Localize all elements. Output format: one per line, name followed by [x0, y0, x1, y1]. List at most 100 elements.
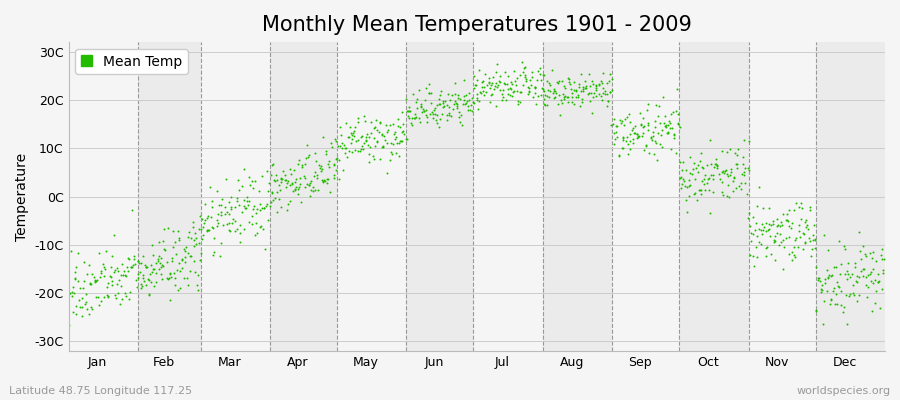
Point — [796, 230, 811, 237]
Point — [100, 284, 114, 290]
Point — [239, 198, 254, 204]
Point — [163, 270, 177, 276]
Point — [817, 276, 832, 283]
Point — [120, 264, 134, 270]
Point — [627, 130, 642, 136]
Point — [249, 206, 264, 212]
Point — [730, 161, 744, 168]
Point — [664, 125, 679, 132]
Point — [442, 110, 456, 116]
Point — [505, 93, 519, 100]
Point — [168, 239, 183, 245]
Point — [528, 101, 543, 107]
Point — [700, 176, 715, 182]
Point — [821, 247, 835, 253]
Point — [457, 92, 472, 99]
Point — [731, 145, 745, 152]
Point — [675, 167, 689, 174]
Point — [258, 245, 273, 252]
Point — [186, 258, 201, 264]
Point — [616, 135, 630, 142]
Point — [866, 249, 880, 255]
Point — [842, 293, 856, 299]
Point — [673, 175, 688, 182]
Point — [67, 289, 81, 296]
Point — [488, 83, 502, 89]
Point — [580, 85, 594, 91]
Point — [599, 90, 614, 97]
Point — [821, 274, 835, 280]
Point — [356, 146, 370, 152]
Point — [474, 89, 489, 96]
Point — [511, 98, 526, 104]
Point — [363, 144, 377, 150]
Point — [461, 103, 475, 109]
Point — [506, 89, 520, 95]
Point — [410, 96, 424, 102]
Point — [489, 102, 503, 109]
Point — [124, 264, 139, 270]
Point — [136, 253, 150, 259]
Point — [200, 227, 214, 234]
Point — [661, 129, 675, 136]
Point — [854, 256, 868, 262]
Point — [292, 157, 307, 163]
Point — [752, 226, 766, 232]
Point — [133, 260, 148, 266]
Point — [799, 222, 814, 228]
Point — [626, 136, 641, 142]
Point — [509, 75, 524, 82]
Point — [832, 271, 847, 278]
Point — [785, 220, 799, 226]
Point — [619, 138, 634, 144]
Point — [503, 78, 517, 85]
Point — [193, 256, 207, 263]
Point — [264, 198, 278, 205]
Point — [393, 138, 408, 144]
Point — [706, 189, 720, 195]
Point — [806, 232, 820, 238]
Point — [195, 216, 210, 222]
Point — [401, 108, 416, 114]
Point — [127, 252, 141, 259]
Point — [662, 118, 676, 124]
Point — [95, 261, 110, 267]
Point — [484, 91, 499, 98]
Point — [851, 274, 866, 281]
Point — [682, 177, 697, 184]
Point — [109, 295, 123, 302]
Point — [163, 297, 177, 303]
Point — [575, 96, 590, 102]
Point — [572, 84, 586, 90]
Point — [845, 271, 859, 277]
Point — [772, 242, 787, 248]
Point — [285, 188, 300, 194]
Point — [196, 224, 211, 230]
Point — [665, 109, 680, 116]
Point — [394, 138, 409, 144]
Point — [392, 139, 406, 146]
Point — [875, 286, 889, 292]
Point — [342, 124, 356, 130]
Point — [327, 162, 341, 168]
Point — [462, 90, 476, 97]
Point — [650, 157, 664, 164]
Point — [70, 277, 85, 284]
Point — [191, 286, 205, 293]
Point — [130, 258, 145, 265]
Point — [237, 226, 251, 233]
Point — [761, 226, 776, 232]
Point — [702, 187, 716, 193]
Point — [101, 280, 115, 286]
Point — [287, 178, 302, 185]
Point — [80, 271, 94, 278]
Point — [840, 321, 854, 327]
Point — [472, 98, 487, 104]
Point — [504, 80, 518, 87]
Point — [522, 88, 536, 94]
Point — [513, 99, 527, 105]
Point — [117, 268, 131, 274]
Point — [771, 221, 786, 228]
Point — [536, 88, 551, 94]
Point — [273, 186, 287, 193]
